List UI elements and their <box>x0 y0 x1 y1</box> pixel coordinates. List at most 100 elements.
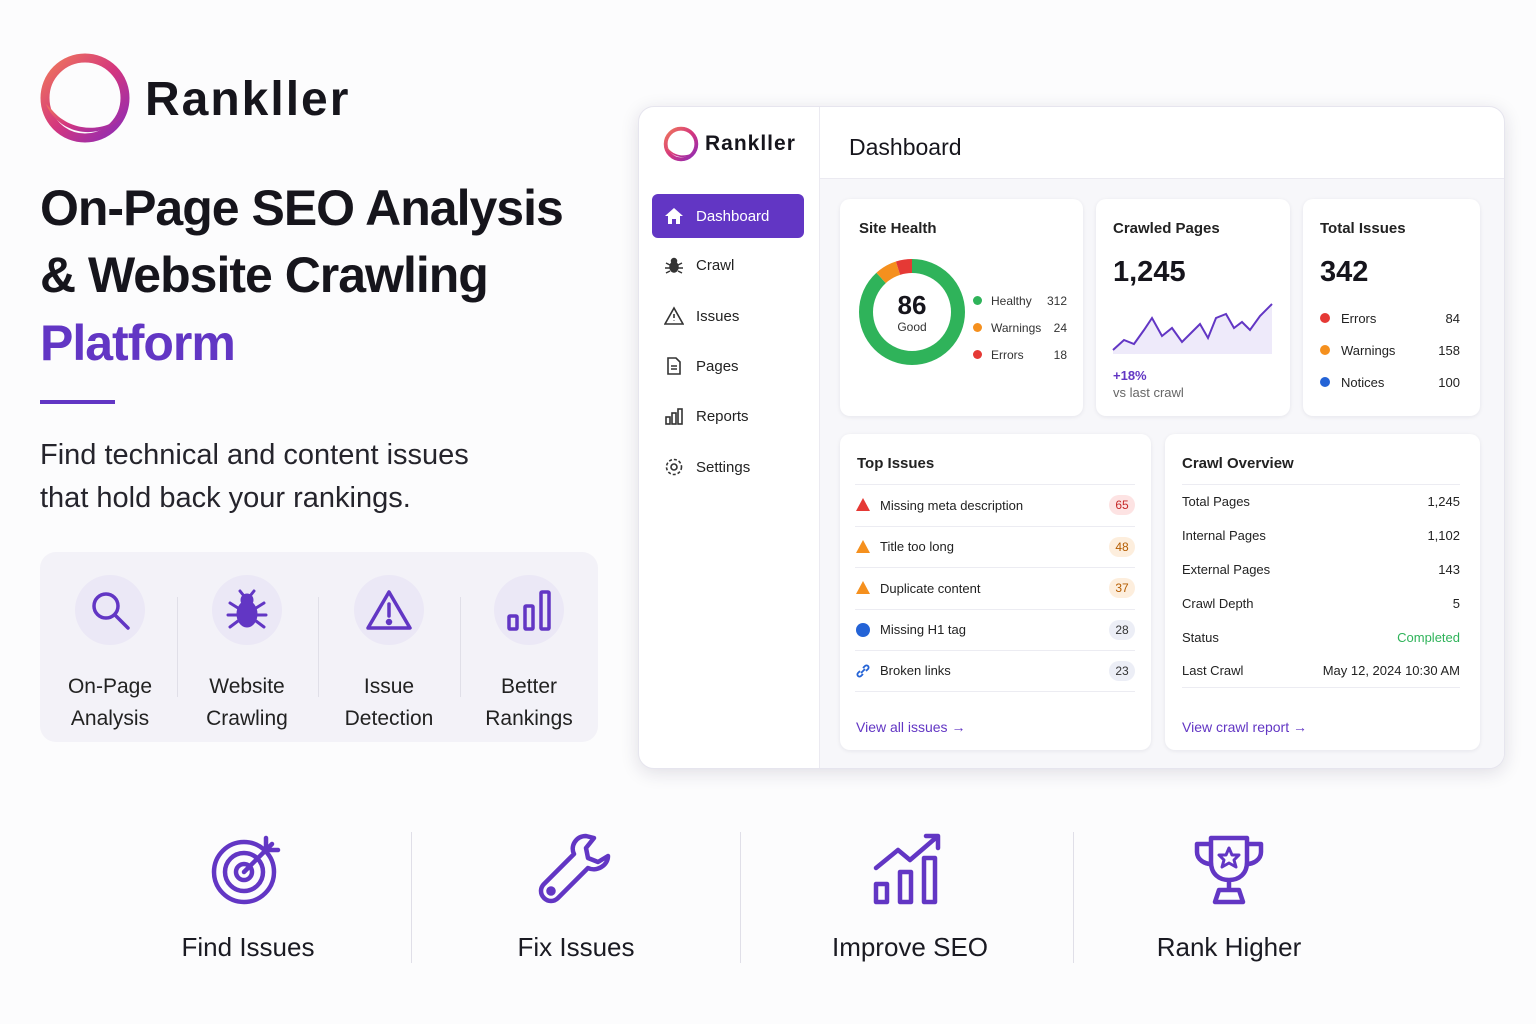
crawl-change-note: vs last crawl <box>1113 385 1184 400</box>
accent-bar <box>40 400 115 404</box>
donut-segment <box>859 259 965 365</box>
divider <box>177 597 178 697</box>
feature: On-Page Analysis <box>40 575 180 735</box>
feature-label: Rankings <box>485 707 573 730</box>
overview-label: Total Pages <box>1182 494 1250 509</box>
card-title: Total Issues <box>1320 220 1406 237</box>
header-divider <box>820 178 1504 179</box>
overview-row: External Pages 143 <box>1182 552 1460 586</box>
legend-value: 18 <box>1053 347 1067 362</box>
health-legend: Healthy 312 Warnings 24 Errors 18 <box>973 287 1067 368</box>
feature: Issue Detection <box>319 575 459 735</box>
issue-row: Missing meta description 65 <box>855 484 1135 526</box>
feature-label: Better <box>500 675 558 698</box>
nav-item[interactable]: Dashboard <box>652 194 804 238</box>
card-title: Crawled Pages <box>1113 220 1220 237</box>
issue-row: Title too long 48 <box>855 525 1135 568</box>
benefit: Rank Higher <box>1099 832 1359 963</box>
issue-breakdown: Errors 84 Warnings 158 Notices 100 <box>1320 302 1460 398</box>
feature: Better Rankings <box>459 575 599 735</box>
overview-row: Total Pages 1,245 <box>1182 484 1460 518</box>
feature-icon <box>494 575 564 645</box>
hero-title-accent: Platform <box>40 315 236 371</box>
total-issues-card <box>1303 199 1480 416</box>
nav-label: Issues <box>696 307 740 325</box>
overview-label: External Pages <box>1182 561 1271 577</box>
nav-item[interactable]: Settings <box>652 445 804 489</box>
issue-row: Missing H1 tag 28 <box>855 608 1135 651</box>
nav-item[interactable]: Issues <box>652 294 804 338</box>
issue-type-row: Warnings 158 <box>1320 334 1460 366</box>
dashboard-title: Dashboard <box>849 134 962 160</box>
issue-type-count: 84 <box>1445 310 1460 326</box>
legend-label: Errors <box>991 347 1024 362</box>
overview-label: Internal Pages <box>1182 527 1266 543</box>
icon-shape <box>856 498 870 512</box>
crawled-pages-card <box>1096 199 1290 416</box>
hero-title: On-Page SEO Analysis <box>40 180 564 236</box>
hero-subtitle: that hold back your rankings. <box>40 482 411 514</box>
hero-subtitle: Find technical and content issues <box>40 439 469 471</box>
overview-label: Crawl Depth <box>1182 595 1254 611</box>
feature-icon <box>354 575 424 645</box>
nav-item[interactable]: Reports <box>652 394 804 438</box>
issue-type-label: Warnings <box>1341 342 1396 358</box>
overview-label: Last Crawl <box>1182 663 1244 678</box>
legend-value: 312 <box>1046 293 1067 308</box>
nav-label: Dashboard <box>696 207 770 225</box>
icon-shape <box>856 622 870 637</box>
card-title: Crawl Overview <box>1182 455 1294 472</box>
legend-row: Warnings 24 <box>973 314 1067 341</box>
legend-dot <box>973 323 982 332</box>
overview-row: Internal Pages 1,102 <box>1182 518 1460 552</box>
issue-icon <box>856 622 870 637</box>
feature-label: Crawling <box>206 707 288 730</box>
issue-type-row: Errors 84 <box>1320 302 1460 334</box>
legend-label: Healthy <box>991 293 1032 308</box>
overview-value: 143 <box>1438 561 1460 577</box>
benefit-label: Improve SEO <box>831 932 989 962</box>
icon-shape <box>856 664 870 678</box>
icon-shape <box>856 581 870 595</box>
divider <box>1073 832 1074 963</box>
issue-icon <box>856 664 870 678</box>
crawled-pages-value: 1,245 <box>1113 256 1186 288</box>
feature-panel: On-Page Analysis Website Crawling Issue … <box>40 552 598 742</box>
issue-label: Missing H1 tag <box>880 622 966 638</box>
feature-label: On-Page <box>67 675 153 698</box>
issue-count: 48 <box>1109 536 1135 557</box>
top-issues-list: Missing meta description 65 Title too long… <box>855 484 1135 692</box>
issue-type-row: Notices 100 <box>1320 366 1460 398</box>
hero-title: & Website Crawling <box>40 247 489 303</box>
issue-count: 28 <box>1109 619 1135 640</box>
nav-label: Crawl <box>696 256 735 274</box>
sidebar-divider <box>819 107 820 768</box>
issue-type-label: Notices <box>1341 374 1385 390</box>
nav-item[interactable]: Pages <box>652 344 804 388</box>
health-score-label: Good <box>897 320 927 334</box>
card-title: Site Health <box>859 220 937 237</box>
total-issues-value: 342 <box>1320 256 1369 288</box>
overview-label: Status <box>1182 629 1219 645</box>
crawl-overview-card <box>1165 434 1480 750</box>
view-crawl-link[interactable]: View crawl report → <box>1182 719 1308 735</box>
feature-label: Issue <box>363 675 415 698</box>
legend-dot <box>973 350 982 359</box>
divider <box>460 597 461 697</box>
issue-type-count: 158 <box>1438 342 1460 358</box>
view-issues-link[interactable]: View all issues → <box>856 719 966 735</box>
health-score: 86 <box>897 290 927 320</box>
benefit: Fix Issues <box>446 832 706 963</box>
feature-label: Detection <box>344 707 434 730</box>
overview-row: Crawl Depth 5 <box>1182 586 1460 620</box>
brand-name: Rankller <box>145 73 351 126</box>
feature-icon <box>75 575 145 645</box>
feature: Website Crawling <box>177 575 317 735</box>
issue-count: 23 <box>1109 660 1135 681</box>
nav-item[interactable]: Crawl <box>652 243 804 287</box>
nav-label: Pages <box>696 357 739 375</box>
legend-value: 24 <box>1053 320 1067 335</box>
issue-label: Missing meta description <box>880 497 1024 513</box>
legend-row: Healthy 312 <box>973 287 1067 314</box>
